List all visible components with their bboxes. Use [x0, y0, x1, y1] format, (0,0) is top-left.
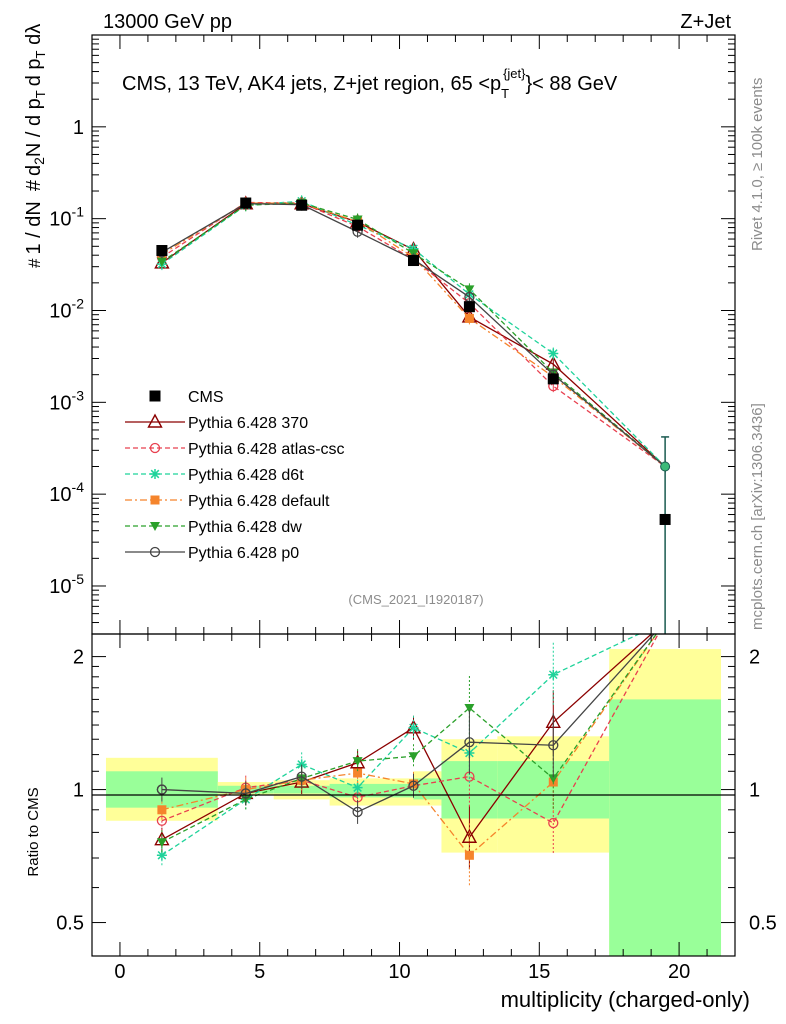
- cms-point-7: [659, 513, 671, 525]
- xtick-label-2: 10: [388, 961, 410, 983]
- series-1-ratio-line: [161, 634, 659, 824]
- main-ytick-label-2: 10-3: [49, 387, 84, 414]
- main-ylabel-text: #1 / dN#d2N / d pTd pT dλ: [23, 24, 48, 268]
- cms-point-1: [240, 197, 252, 209]
- series-5-ratio-point-4: [408, 780, 419, 791]
- band-green-3: [329, 783, 414, 798]
- cms-point-4: [408, 255, 419, 267]
- last-bin-model-point: [660, 461, 671, 472]
- header-left-label: 13000 GeV pp: [103, 11, 232, 33]
- main-ytick-label-4: 10-1: [49, 204, 84, 231]
- series-1-ratio-point-0: [156, 815, 168, 826]
- plot-title: CMS, 13 TeV, AK4 jets, Z+jet region, 65 …: [122, 66, 618, 101]
- series-4-ratio-point-3: [352, 757, 363, 767]
- series-2-point-6: [548, 348, 559, 359]
- series-5-line: [161, 202, 666, 468]
- cms-ratio-ref-point: [156, 784, 168, 795]
- xtick-label-3: 15: [528, 961, 550, 983]
- xtick-label-0: 0: [114, 961, 125, 983]
- legend-label-3: Pythia 6.428 d6t: [188, 467, 304, 484]
- xaxis-label: multiplicity (charged-only): [501, 987, 750, 1012]
- series-1-line: [161, 201, 666, 468]
- ratio-ytick-label-right-2: 2: [749, 647, 760, 669]
- legend-label-6: Pythia 6.428 p0: [188, 545, 299, 562]
- legend-marker-2: [149, 442, 161, 454]
- main-series-layer: [154, 195, 671, 634]
- series-4-ratio-line: [161, 634, 658, 843]
- series-4-ratio-point-6: [548, 774, 559, 784]
- series-2-ratio-point-0: [156, 850, 167, 861]
- series-5-ratio-line: [161, 634, 655, 813]
- cms-point-5: [463, 301, 475, 313]
- legend-marker-4: [150, 495, 160, 505]
- rivet-version-label: Rivet 4.1.0, ≥ 100k events: [749, 78, 766, 251]
- series-4-ratio-point-0: [156, 838, 167, 848]
- header-right-label: Z+Jet: [680, 11, 731, 33]
- legend-marker-0: [149, 390, 161, 402]
- series-1-ratio-point-6: [548, 817, 559, 829]
- series-3-ratio-line: [161, 634, 658, 857]
- legend-label-0: CMS: [188, 389, 224, 406]
- main-ytick-label-1: 10-4: [49, 479, 84, 506]
- series-3-ratio-point-0: [157, 805, 167, 815]
- cms-point-3: [352, 219, 364, 231]
- main-ytick-label-5: 1: [73, 117, 84, 139]
- ratio-uncertainty-bands: [105, 649, 722, 956]
- ratio-ylabel: Ratio to CMS: [25, 787, 42, 876]
- series-3-ratio-point-3: [353, 768, 363, 778]
- series-3-ratio-point-5: [464, 850, 474, 860]
- xtick-label-1: 5: [254, 961, 265, 983]
- legend-label-1: Pythia 6.428 370: [188, 415, 308, 432]
- legend-marker-3: [150, 469, 160, 479]
- cms-point-6: [547, 373, 559, 385]
- ratio-ytick-label-right-1: 1: [749, 780, 760, 802]
- band-green-7: [609, 699, 722, 956]
- series-2-ratio-line: [161, 634, 641, 856]
- legend-marker-1: [147, 413, 163, 428]
- series-5-ratio-point-2: [296, 771, 307, 782]
- series-2-ratio-point-2: [296, 759, 307, 770]
- legend-marker-5: [150, 522, 160, 531]
- main-ylabel: #1 / dN#d2N / d pTd pT dλ: [23, 24, 48, 268]
- legend: CMS Pythia 6.428 370 Pythia 6.428 atlas-cs…: [125, 389, 345, 562]
- series-2-ratio-point-4: [408, 722, 419, 733]
- series-4-point-5: [464, 285, 475, 295]
- legend-label-4: Pythia 6.428 default: [188, 493, 330, 510]
- ratio-ytick-label-right-0: 0.5: [749, 913, 777, 935]
- series-3-line: [161, 202, 666, 468]
- mcplots-label: mcplots.cern.ch [arXiv:1306.3436]: [749, 403, 766, 630]
- main-ytick-label-0: 10-5: [49, 571, 84, 598]
- series-4-ratio-point-5: [464, 703, 475, 713]
- legend-label-5: Pythia 6.428 dw: [188, 519, 302, 536]
- series-3-point-5: [464, 313, 474, 323]
- series-5-ratio-point-6: [548, 740, 559, 751]
- ratio-series-layer: [154, 634, 659, 888]
- cms-point-2: [296, 199, 308, 211]
- axes-layer: 0 5 10 15 20 10-5 10-4 10-3 10-2 10-1 1 0.5 0.5 1 1 2 2: [49, 35, 777, 983]
- series-0-ratio-point-5: [461, 828, 478, 843]
- ratio-ytick-label-2: 2: [73, 647, 84, 669]
- series-2-ratio-point-6: [548, 669, 559, 680]
- cms-point-0: [156, 245, 168, 257]
- band-green-4: [413, 778, 442, 800]
- ratio-ytick-label-1: 1: [73, 780, 84, 802]
- series-0-ratio-line: [161, 634, 653, 841]
- series-5-ratio-point-5: [464, 737, 475, 748]
- series-4-ratio-point-4: [408, 752, 419, 762]
- main-ytick-label-3: 10-2: [49, 295, 84, 322]
- series-4-point-0: [156, 257, 167, 267]
- xtick-label-4: 20: [668, 961, 690, 983]
- series-2-ratio-point-3: [352, 782, 363, 793]
- ratio-ytick-label-0: 0.5: [56, 913, 84, 935]
- legend-label-2: Pythia 6.428 atlas-csc: [188, 441, 345, 458]
- series-5-ratio-point-1: [240, 788, 251, 799]
- legend-marker-6: [149, 546, 161, 558]
- analysis-watermark: (CMS_2021_I1920187): [348, 592, 483, 607]
- series-5-ratio-point-3: [352, 806, 363, 818]
